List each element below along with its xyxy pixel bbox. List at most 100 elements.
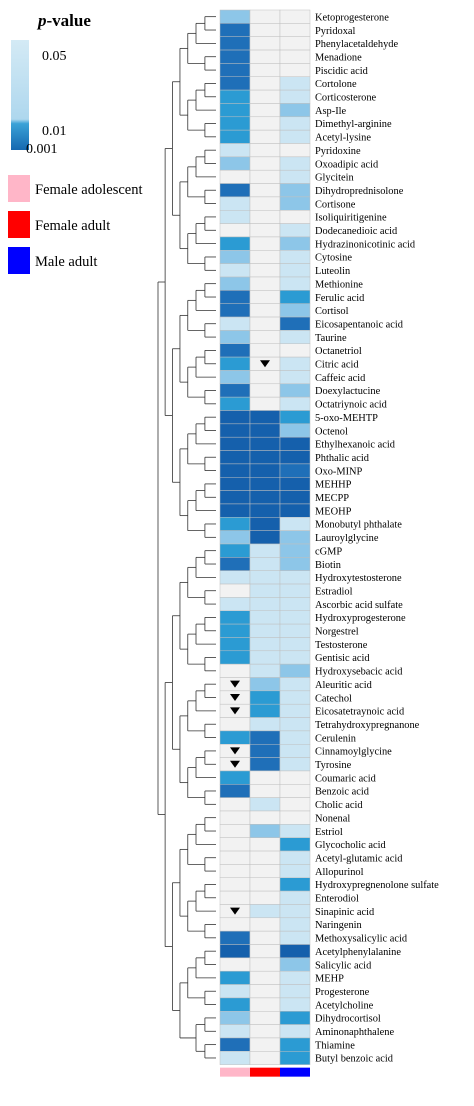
cell-testosterone-female-adult bbox=[249, 637, 281, 652]
cell-pyridoxal-female-adolescent bbox=[219, 23, 251, 37]
cell-gentisic-acid-female-adolescent bbox=[219, 650, 251, 665]
cell-thiamine-male-adult bbox=[279, 1037, 311, 1052]
cell-meohp-male-adult bbox=[279, 503, 311, 518]
row-label-asp-ile: Asp-Ile bbox=[315, 106, 347, 117]
cell-naringenin-female-adolescent bbox=[219, 917, 251, 932]
cell-dihydrocortisol-female-adolescent bbox=[219, 1011, 251, 1025]
cell-octatriynoic-acid-female-adolescent bbox=[219, 396, 251, 411]
cell-butyl-benzoic-acid-male-adult bbox=[279, 1051, 311, 1065]
cell-tyrosine-male-adult bbox=[279, 757, 311, 772]
legend: p-value 0.05 0.01 0.001 Female adolescen… bbox=[8, 11, 143, 274]
cell-methoxysalicylic-acid-female-adult bbox=[249, 930, 281, 945]
cell-5-oxo-mehtp-female-adult bbox=[249, 410, 281, 425]
cell-hydroxypregnenolone-sulfate-female-adult bbox=[249, 877, 281, 892]
cell-oxo-minp-female-adolescent bbox=[219, 463, 251, 478]
row-label-pyridoxine: Pyridoxine bbox=[315, 146, 361, 157]
row-label-luteolin: Luteolin bbox=[315, 266, 351, 277]
row-label-oxoadipic-acid: Oxoadipic acid bbox=[315, 159, 379, 170]
cell-benzoic-acid-female-adolescent bbox=[219, 784, 251, 798]
cell-corticosterone-female-adolescent bbox=[219, 89, 251, 104]
cell-salicylic-acid-female-adolescent bbox=[219, 957, 251, 972]
cell-cortisol-female-adult bbox=[249, 303, 281, 318]
row-label-hydroxyprogesterone: Hydroxyprogesterone bbox=[315, 613, 406, 624]
row-label-octenol: Octenol bbox=[315, 426, 348, 437]
cell-octatriynoic-acid-male-adult bbox=[279, 396, 311, 411]
cell-dodecanedioic-acid-female-adolescent bbox=[219, 223, 251, 238]
row-label-salicylic-acid: Salicylic acid bbox=[315, 960, 372, 971]
cell-hydroxytestosterone-female-adult bbox=[249, 570, 281, 585]
cell-luteolin-male-adult bbox=[279, 263, 311, 278]
cell-octatriynoic-acid-female-adult bbox=[249, 396, 281, 411]
cell-piscidic-acid-female-adolescent bbox=[219, 63, 251, 78]
cell-corticosterone-male-adult bbox=[279, 89, 311, 104]
p-value-gradient-bar bbox=[11, 40, 29, 150]
cell-mehhp-female-adolescent bbox=[219, 477, 251, 491]
row-label-enterodiol: Enterodiol bbox=[315, 894, 359, 905]
cell-eicosapentanoic-acid-female-adult bbox=[249, 316, 281, 331]
cell-mehhp-female-adult bbox=[249, 477, 281, 491]
row-label-cortisol: Cortisol bbox=[315, 306, 349, 317]
cell-eicosapentanoic-acid-male-adult bbox=[279, 316, 311, 331]
cell-eicosapentanoic-acid-female-adolescent bbox=[219, 316, 251, 331]
row-label-cinnamoylglycine: Cinnamoylglycine bbox=[315, 747, 392, 758]
row-label-taurine: Taurine bbox=[315, 333, 347, 344]
row-label-cortisone: Cortisone bbox=[315, 199, 356, 210]
cell-isoliquiritigenine-male-adult bbox=[279, 210, 311, 224]
cell-isoliquiritigenine-female-adult bbox=[249, 210, 281, 224]
cell-cortisone-male-adult bbox=[279, 196, 311, 211]
cell-luteolin-female-adolescent bbox=[219, 263, 251, 278]
row-label-tetrahydroxypregnanone: Tetrahydroxypregnanone bbox=[315, 720, 420, 731]
row-label-cortolone: Cortolone bbox=[315, 79, 357, 90]
cell-salicylic-acid-male-adult bbox=[279, 957, 311, 972]
cell-cholic-acid-female-adult bbox=[249, 797, 281, 812]
cell-cerulenin-female-adult bbox=[249, 730, 281, 745]
row-label-oxo-minp: Oxo-MINP bbox=[315, 466, 363, 477]
row-label-glycitein: Glycitein bbox=[315, 173, 354, 184]
cell-biotin-male-adult bbox=[279, 557, 311, 571]
cell-hydroxytestosterone-female-adolescent bbox=[219, 570, 251, 585]
row-label-mecpp: MECPP bbox=[315, 493, 349, 504]
cell-benzoic-acid-female-adult bbox=[249, 784, 281, 798]
cell-nonenal-female-adult bbox=[249, 810, 281, 825]
row-label-phthalic-acid: Phthalic acid bbox=[315, 453, 370, 464]
legend-swatch-male-adult bbox=[8, 247, 30, 274]
marker-tyrosine bbox=[230, 760, 240, 768]
marker-aleuritic-acid bbox=[230, 680, 240, 688]
cell-ferulic-acid-female-adult bbox=[249, 290, 281, 304]
cell-ethylhexanoic-acid-male-adult bbox=[279, 436, 311, 451]
row-label-hydroxytestosterone: Hydroxytestosterone bbox=[315, 573, 402, 584]
cell-testosterone-male-adult bbox=[279, 637, 311, 652]
cell-octanetriol-female-adult bbox=[249, 343, 281, 358]
cell-phthalic-acid-female-adolescent bbox=[219, 450, 251, 465]
cell-acetylphenylalanine-male-adult bbox=[279, 944, 311, 959]
row-label-meohp: MEOHP bbox=[315, 506, 352, 517]
row-label-nonenal: Nonenal bbox=[315, 813, 350, 824]
cell-coumaric-acid-male-adult bbox=[279, 770, 311, 785]
cell-glycocholic-acid-female-adolescent bbox=[219, 837, 251, 852]
cell-mehp-male-adult bbox=[279, 970, 311, 985]
cell-cgmp-female-adult bbox=[249, 543, 281, 558]
cell-eicosatetraynoic-acid-female-adult bbox=[249, 703, 281, 718]
legend-label-male-adult: Male adult bbox=[35, 254, 97, 270]
row-label-dihydrocortisol: Dihydrocortisol bbox=[315, 1014, 381, 1025]
cell-hydrazinonicotinic-acid-female-adult bbox=[249, 236, 281, 251]
cell-dihydroprednisolone-female-adolescent bbox=[219, 183, 251, 198]
cell-doexylactucine-female-adult bbox=[249, 383, 281, 398]
cell-coumaric-acid-female-adolescent bbox=[219, 770, 251, 785]
cell-methoxysalicylic-acid-female-adolescent bbox=[219, 930, 251, 945]
cell-naringenin-male-adult bbox=[279, 917, 311, 932]
cell-piscidic-acid-female-adult bbox=[249, 63, 281, 78]
cell-acetyl-glutamic-acid-female-adolescent bbox=[219, 850, 251, 865]
marker-citric-acid bbox=[260, 360, 270, 368]
column-color-bar bbox=[220, 1067, 310, 1077]
cell-corticosterone-female-adult bbox=[249, 89, 281, 104]
cell-dihydrocortisol-male-adult bbox=[279, 1011, 311, 1025]
cell-ethylhexanoic-acid-female-adult bbox=[249, 436, 281, 451]
cell-cerulenin-male-adult bbox=[279, 730, 311, 745]
cell-doexylactucine-female-adolescent bbox=[219, 383, 251, 398]
cell-catechol-female-adult bbox=[249, 690, 281, 705]
cell-ascorbic-acid-sulfate-male-adult bbox=[279, 597, 311, 612]
cell-asp-ile-female-adolescent bbox=[219, 103, 251, 118]
cell-hydroxyprogesterone-male-adult bbox=[279, 610, 311, 625]
cell-cortisol-female-adolescent bbox=[219, 303, 251, 318]
